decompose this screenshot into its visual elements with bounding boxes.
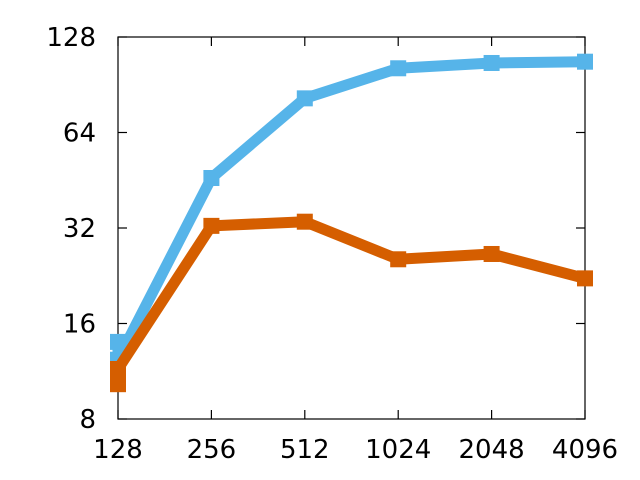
x-tick-label: 256 bbox=[187, 435, 237, 465]
data-point bbox=[577, 270, 593, 287]
tick-labels: 128 256 512 1024 2048 4096 8 16 32 64 128 bbox=[46, 23, 618, 465]
y-tick-label: 8 bbox=[79, 405, 96, 435]
data-point bbox=[296, 213, 313, 230]
x-tick-label: 2048 bbox=[459, 435, 525, 465]
y-tick-label: 128 bbox=[46, 23, 96, 53]
axis-ticks bbox=[117, 36, 586, 420]
data-point bbox=[110, 376, 126, 393]
data-point bbox=[390, 251, 407, 268]
data-point bbox=[110, 360, 126, 377]
data-point bbox=[390, 60, 407, 77]
series-2 bbox=[110, 213, 593, 393]
data-point bbox=[203, 169, 220, 186]
y-tick-label: 32 bbox=[63, 214, 96, 244]
data-point bbox=[203, 217, 220, 234]
series-1 bbox=[110, 53, 593, 368]
series-line bbox=[112, 56, 586, 366]
data-point bbox=[296, 90, 313, 107]
data-point bbox=[483, 245, 500, 262]
y-tick-label: 16 bbox=[63, 310, 96, 340]
y-tick-label: 64 bbox=[63, 119, 96, 149]
data-point bbox=[577, 53, 593, 70]
series-line bbox=[112, 216, 587, 385]
x-tick-label: 4096 bbox=[552, 435, 618, 465]
x-tick-label: 1024 bbox=[365, 435, 431, 465]
series-group bbox=[110, 53, 593, 393]
data-point bbox=[110, 333, 126, 350]
data-point bbox=[483, 54, 500, 71]
x-tick-label: 512 bbox=[280, 435, 330, 465]
x-tick-label: 128 bbox=[93, 435, 143, 465]
